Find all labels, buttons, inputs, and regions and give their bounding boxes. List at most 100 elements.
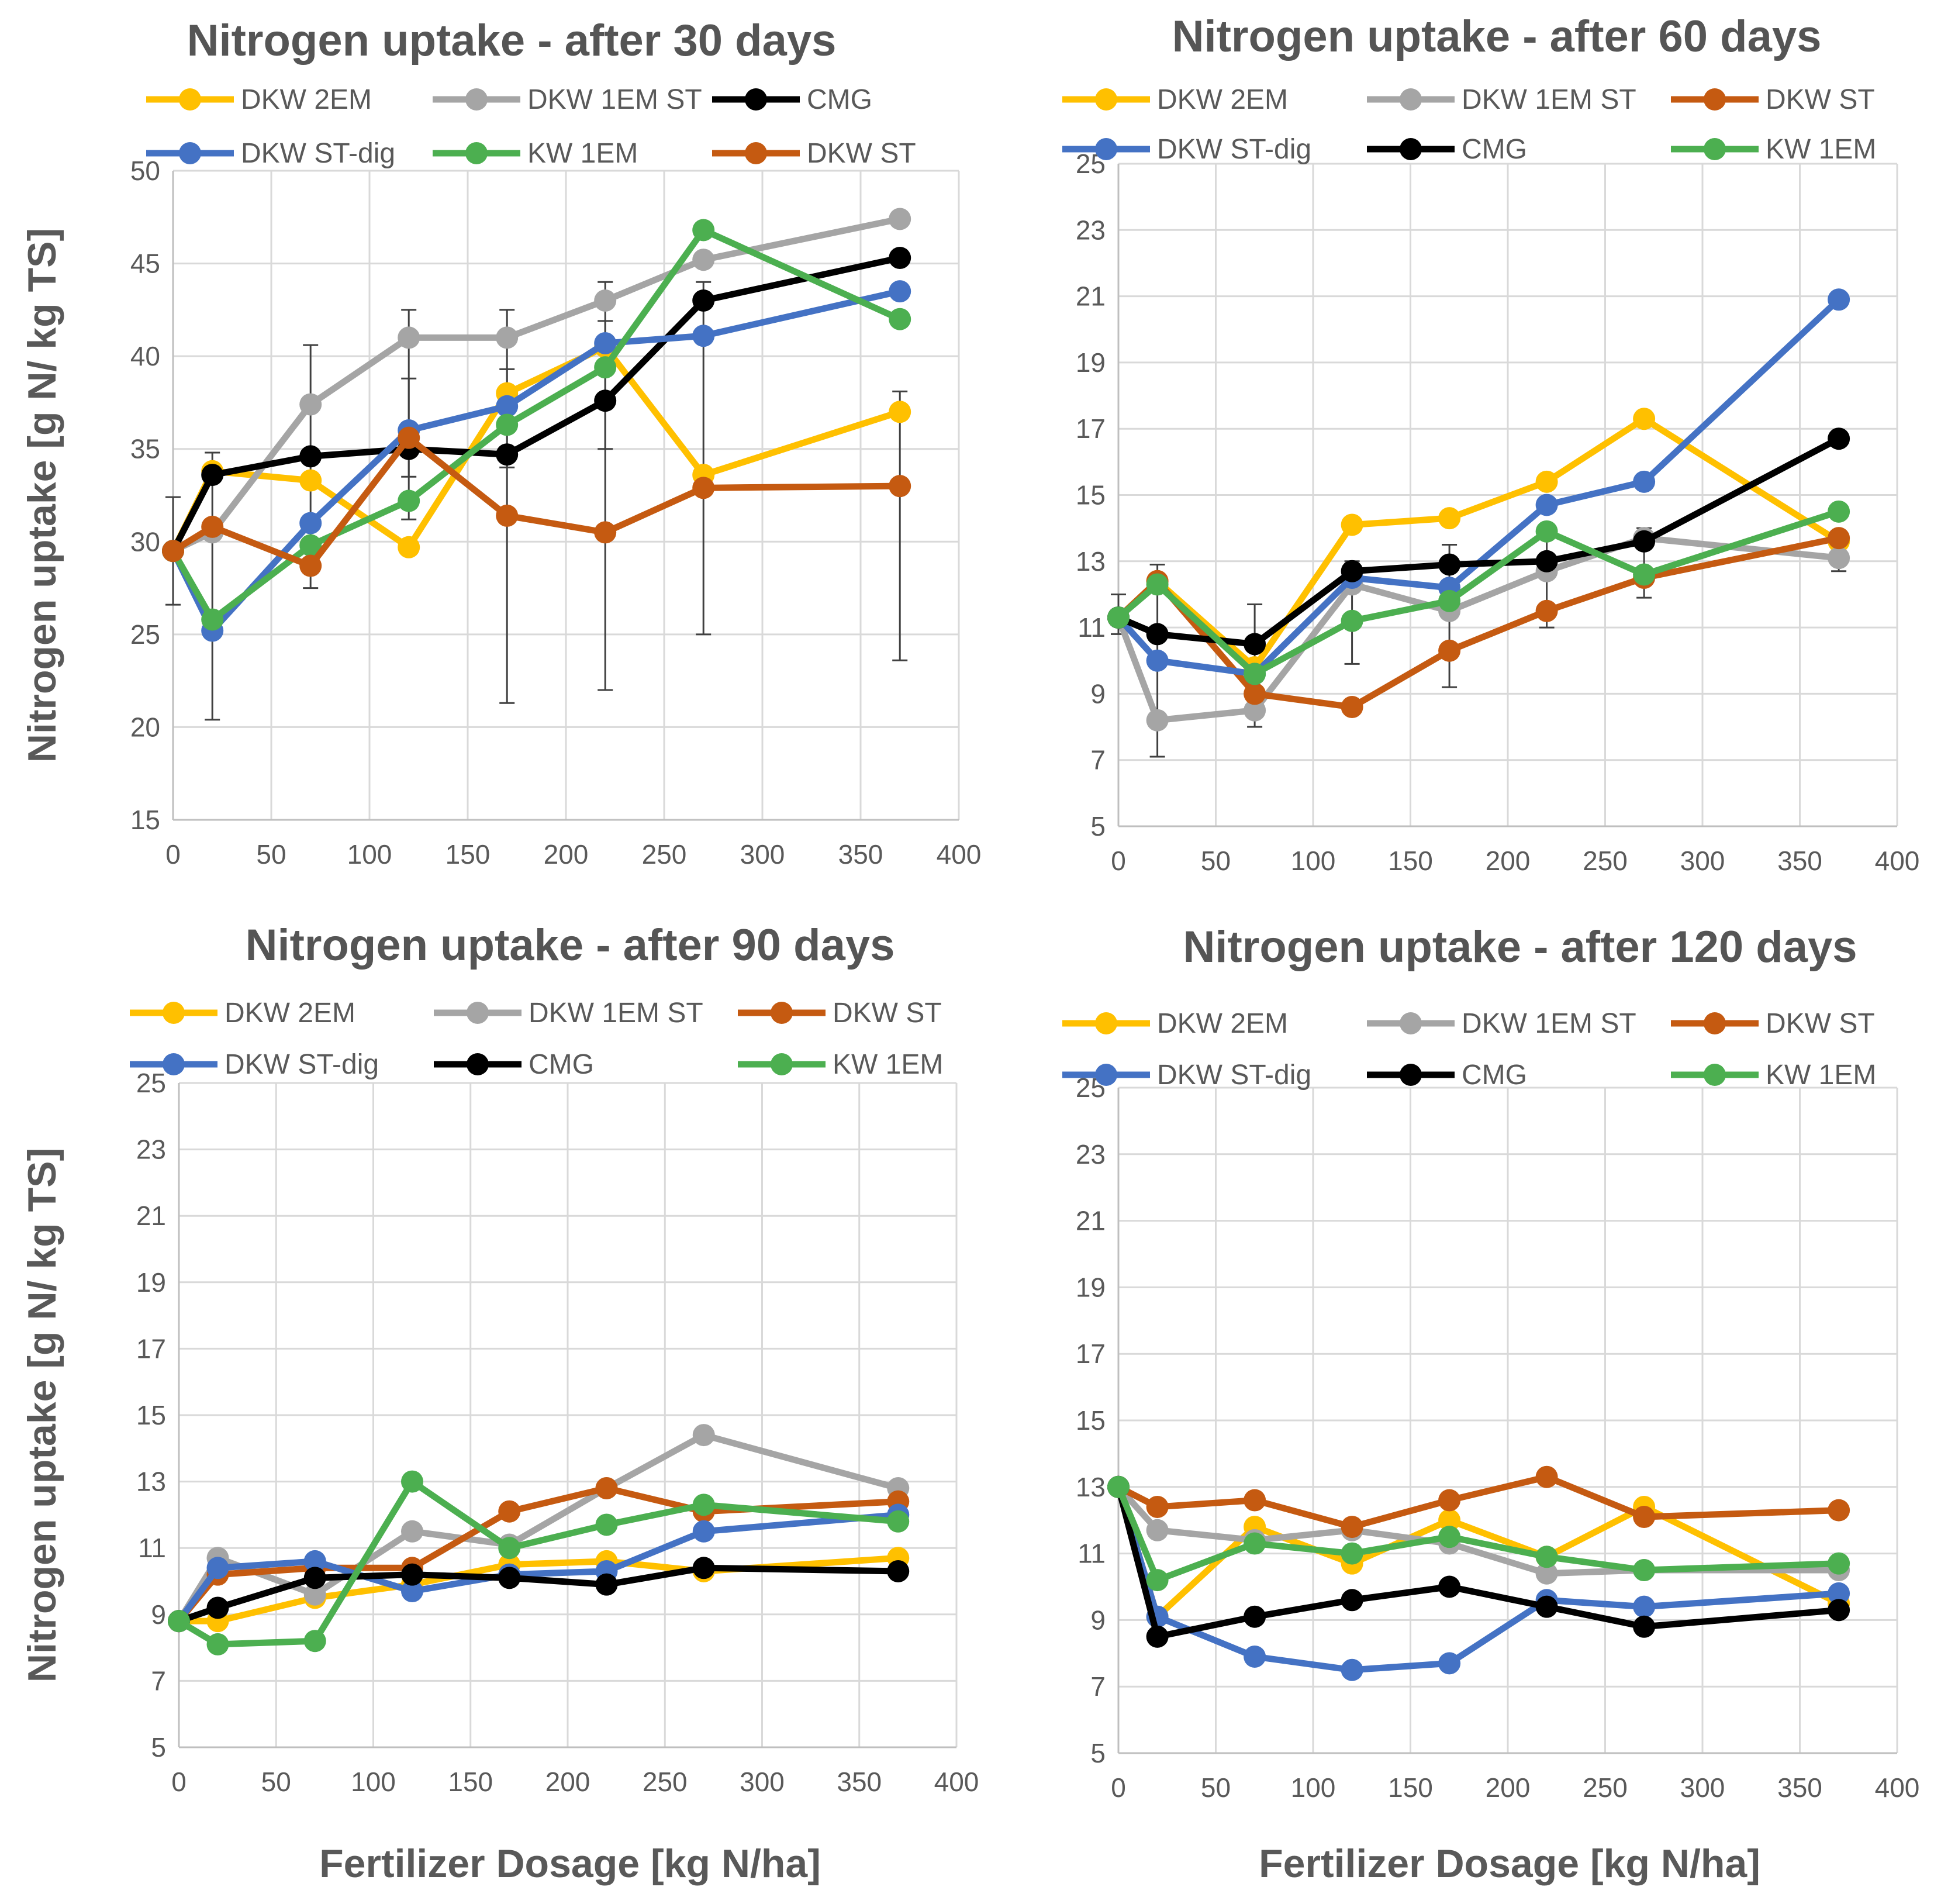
legend-label-cmg: CMG [807,84,872,115]
data-point-dkw-st [692,477,715,499]
data-point-dkw-st [498,1500,521,1523]
data-point-dkw-1em-st [1828,547,1850,570]
y-tick-label: 11 [1077,1539,1106,1569]
legend-marker-dkw-2em [1095,88,1117,111]
y-tick-label: 23 [1076,215,1106,245]
x-tick-label: 300 [1680,1772,1725,1803]
data-point-dkw-2em [1438,1509,1461,1532]
data-point-cmg [303,1567,326,1589]
legend-marker-dkw-st [1704,1012,1726,1034]
data-point-cmg [889,247,911,270]
data-point-dkw-st [496,504,519,527]
legend-marker-cmg [745,88,767,111]
data-point-dkw-2em [1535,470,1558,493]
x-tick-label: 200 [544,839,589,870]
data-point-cmg [1146,1625,1169,1648]
legend-marker-dkw-st-dig [1095,138,1117,160]
data-point-kw-1em [1107,1475,1130,1498]
legend-label-dkw-2em: DKW 2EM [241,84,372,115]
data-point-dkw-st [398,426,420,449]
legend-label-kw-1em: KW 1EM [833,1049,943,1080]
legend-marker-kw-1em [465,142,488,164]
data-point-cmg [595,1573,618,1596]
data-point-dkw-1em-st [401,1520,423,1543]
x-tick-label: 50 [256,839,286,870]
series-line-kw-1em [1116,508,1840,677]
legend-label-cmg: CMG [1462,1060,1527,1091]
data-point-cmg [498,1567,521,1589]
data-point-dkw-st [1828,527,1850,550]
series-line-dkw-2em [1116,415,1841,671]
data-point-kw-1em [1633,563,1656,586]
x-tick-label: 150 [1388,1772,1433,1803]
series-line-dkw-st [171,434,900,570]
chart-title: Nitrogen uptake - after 120 days [1183,922,1857,972]
legend-label-dkw-1em-st: DKW 1EM ST [1462,84,1636,115]
data-point-cmg [1633,1615,1656,1638]
x-tick-label: 200 [545,1767,590,1797]
data-point-dkw-1em-st [496,326,519,349]
y-tick-label: 50 [130,156,160,186]
y-tick-label: 25 [130,619,160,650]
x-tick-label: 300 [1680,846,1725,876]
series-line-dkw-st-dig [1115,1486,1839,1674]
data-point-dkw-1em-st [1244,699,1266,722]
legend-marker-cmg [1400,138,1422,160]
series-line-dkw-st [176,1485,899,1623]
x-tick-label: 0 [1111,1772,1126,1803]
data-point-kw-1em [496,413,519,436]
data-point-kw-1em [1244,663,1266,685]
data-point-cmg [1244,1605,1266,1628]
legend-marker-dkw-1em-st [1400,88,1422,111]
data-point-cmg [1438,553,1461,576]
legend-label-dkw-2em: DKW 2EM [1157,1008,1288,1039]
legend-marker-dkw-st-dig [163,1053,185,1075]
data-point-cmg [401,1563,423,1586]
data-point-cmg [594,389,617,412]
x-tick-label: 400 [1875,846,1920,876]
x-tick-label: 50 [261,1767,291,1797]
data-point-kw-1em [498,1537,521,1560]
legend-label-dkw-1em-st: DKW 1EM ST [529,998,703,1029]
x-tick-label: 100 [347,839,392,870]
series-line-dkw-1em-st [171,216,901,554]
x-tick-label: 200 [1486,846,1531,876]
x-tick-label: 250 [642,839,687,870]
x-tick-label: 50 [1201,1772,1231,1803]
data-point-dkw-st-dig [1828,288,1850,311]
x-tick-label: 0 [165,839,181,870]
y-axis-label: Nitrogen uptake [g N/ kg TS] [20,228,64,763]
data-point-dkw-st-dig [889,280,911,303]
legend-label-kw-1em: KW 1EM [1766,1060,1876,1091]
x-tick-label: 400 [1875,1772,1920,1803]
data-point-dkw-1em-st [889,208,911,230]
legend-marker-dkw-st-dig [1095,1064,1117,1086]
data-point-dkw-st-dig [1438,1652,1461,1675]
x-tick-label: 150 [448,1767,493,1797]
data-point-kw-1em [595,1513,618,1536]
data-point-dkw-2em [299,469,322,492]
data-point-dkw-2em [1438,507,1461,530]
data-point-kw-1em [1341,609,1363,632]
y-tick-label: 21 [1076,281,1106,312]
x-axis-label-right: Fertilizer Dosage [kg N/ha] [1259,1841,1760,1886]
chart-title: Nitrogen uptake - after 60 days [1172,12,1822,61]
data-point-dkw-1em-st [594,289,617,312]
y-tick-label: 15 [130,805,160,835]
series-line-dkw-st-dig [176,1511,899,1623]
y-tick-label: 21 [136,1201,166,1231]
data-point-dkw-st [1146,1495,1169,1518]
data-point-cmg [692,289,715,312]
y-tick-label: 17 [136,1333,166,1364]
series-line-dkw-2em [1115,1486,1840,1620]
x-tick-label: 400 [934,1767,979,1797]
legend-label-dkw-st: DKW ST [833,998,942,1029]
x-tick-label: 100 [1291,1772,1336,1803]
chart-panel-60-days: Nitrogen uptake - after 60 days 0 50 100 150… [1062,12,1919,876]
x-tick-label: 0 [171,1767,187,1797]
y-tick-label: 17 [1076,413,1106,444]
data-point-kw-1em [1828,1552,1850,1575]
data-point-dkw-st [1341,696,1363,719]
data-point-kw-1em [299,534,322,557]
data-point-cmg [206,1596,229,1619]
